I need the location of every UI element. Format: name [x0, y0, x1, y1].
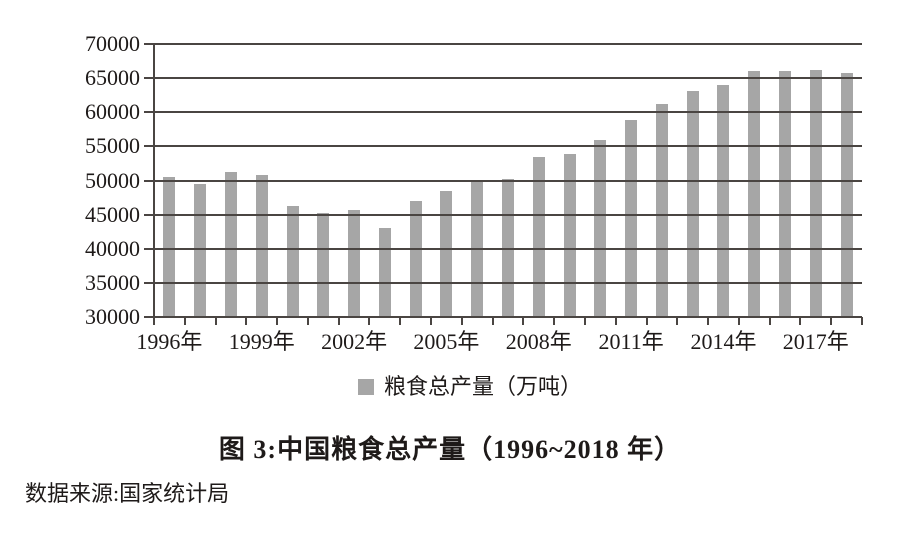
bar-2001 [317, 212, 330, 317]
gridline-50000 [144, 179, 862, 182]
y-axis-label-70000: 70000 [85, 31, 140, 56]
x-axis-label-2008: 2008年 [505, 329, 572, 354]
bar-2013 [686, 91, 699, 317]
gridline-60000 [144, 111, 862, 114]
x-tick [399, 317, 402, 325]
bar-2008 [532, 157, 545, 317]
gridline-35000 [144, 281, 862, 284]
x-tick [337, 317, 340, 325]
y-axis-label-30000: 30000 [85, 304, 140, 329]
figure-title: 图 3:中国粮食总产量（1996~2018 年） [218, 435, 682, 464]
x-tick [214, 317, 217, 325]
bar-2012 [655, 103, 668, 317]
legend-label: 粮食总产量（万吨） [383, 374, 582, 399]
x-tick [768, 317, 771, 325]
x-tick [799, 317, 802, 325]
y-axis-line [153, 44, 155, 325]
gridline-40000 [144, 247, 862, 250]
y-axis-label-60000: 60000 [85, 99, 140, 125]
y-axis-label-40000: 40000 [85, 235, 140, 261]
x-tick [830, 317, 833, 325]
x-tick [737, 317, 740, 325]
y-axis-label-35000: 35000 [85, 269, 140, 295]
bar-2005 [440, 191, 453, 317]
x-tick [645, 317, 648, 325]
x-tick [553, 317, 556, 325]
x-tick [861, 317, 863, 325]
y-axis-label-55000: 55000 [85, 133, 140, 159]
x-tick [583, 317, 586, 325]
bar-2015 [748, 70, 761, 317]
x-axis-label-2005: 2005年 [413, 329, 480, 354]
bar-2000 [286, 206, 299, 317]
gridline-30000 [144, 316, 862, 318]
legend-swatch-icon [357, 379, 374, 395]
bar-1999 [255, 174, 268, 317]
bar-2011 [625, 120, 638, 317]
x-tick [614, 317, 617, 325]
gridline-55000 [144, 145, 862, 148]
x-axis-label-1996: 1996年 [136, 329, 203, 354]
x-tick [276, 317, 279, 325]
plot-area [144, 43, 863, 325]
source-note: 数据来源:国家统计局 [25, 481, 230, 506]
bar-2004 [409, 201, 422, 317]
y-axis-label-50000: 50000 [85, 167, 140, 193]
bar-2002 [348, 209, 361, 317]
x-axis-label-2011: 2011年 [598, 329, 664, 354]
gridline-70000 [144, 43, 862, 45]
bar-2010 [594, 140, 607, 317]
x-tick [460, 317, 463, 325]
gridline-45000 [144, 213, 862, 216]
bar-2014 [717, 85, 730, 317]
x-tick [430, 317, 433, 325]
bar-2017 [809, 70, 822, 317]
x-tick [153, 317, 155, 325]
bar-2003 [378, 227, 391, 317]
x-axis-label-2002: 2002年 [321, 329, 388, 354]
x-tick [368, 317, 371, 325]
x-tick [522, 317, 525, 325]
bar-2009 [563, 153, 576, 317]
bar-1998 [224, 172, 237, 317]
x-tick [183, 317, 186, 325]
bar-2018 [840, 72, 853, 317]
x-tick [676, 317, 679, 325]
y-axis-label-65000: 65000 [85, 65, 140, 91]
x-axis-label-1999: 1999年 [228, 329, 295, 354]
bar-1997 [194, 184, 207, 317]
x-tick [491, 317, 494, 325]
gridline-65000 [144, 77, 862, 80]
x-tick [306, 317, 309, 325]
legend: 粮食总产量（万吨） [0, 374, 900, 400]
y-axis-label-45000: 45000 [85, 201, 140, 227]
x-axis-label-2014: 2014年 [690, 329, 757, 354]
x-tick [707, 317, 710, 325]
x-tick [245, 317, 248, 325]
bar-2016 [779, 70, 792, 317]
x-axis-label-2017: 2017年 [782, 329, 849, 354]
